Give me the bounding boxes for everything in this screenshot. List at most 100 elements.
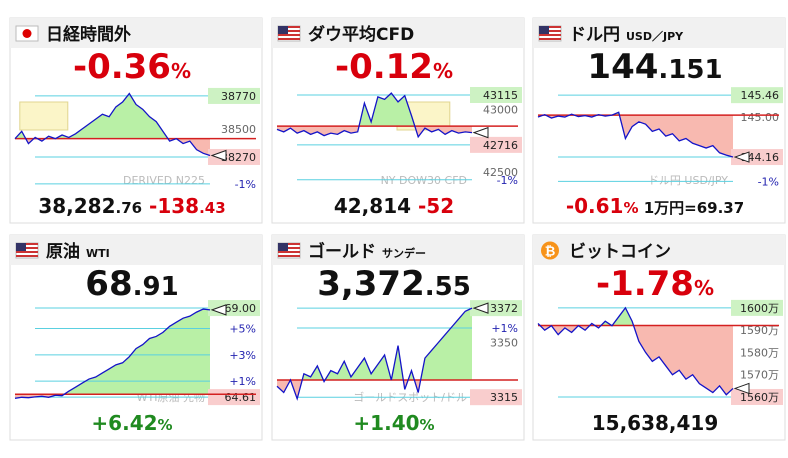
flag-stripe — [16, 255, 38, 257]
tick-label: 145.46 — [741, 89, 780, 102]
tick-label: 3350 — [490, 337, 518, 350]
tile-name-main: ビットコイン — [569, 242, 671, 262]
tick-box — [470, 136, 522, 153]
tile-name: 日経時間外 — [46, 24, 131, 45]
watermark: DERIVED N225 — [123, 174, 205, 187]
watermark: ドル円 USD/JPY — [648, 174, 728, 187]
tick-label: 145.00 — [741, 111, 780, 124]
headline-part: -0.36 — [73, 47, 171, 87]
tile-name: ダウ平均CFD — [308, 24, 414, 45]
tile-name: 原油 WTI — [46, 241, 110, 262]
flag-stripe — [278, 243, 300, 245]
price-line — [14, 92, 211, 157]
tick-label: -1% — [497, 174, 518, 187]
area-up — [15, 93, 210, 139]
flag-canton — [278, 26, 288, 34]
flag-stripe — [16, 251, 38, 253]
price-line — [276, 92, 473, 139]
flag-stripe — [278, 247, 300, 249]
tick-label: 43115 — [483, 89, 518, 102]
tile-name-sub: USD／JPY — [626, 30, 684, 43]
tile-frame — [9, 234, 263, 441]
headline-part: .151 — [658, 55, 722, 85]
tick-box — [208, 87, 260, 104]
tile-header — [10, 18, 262, 48]
headline-part: % — [171, 59, 191, 83]
tick-label: +3% — [229, 349, 256, 362]
headline-part: -0.12 — [335, 47, 433, 87]
flag-canton — [539, 26, 549, 34]
area-down — [277, 126, 472, 137]
price-marker — [733, 151, 750, 163]
headline: 3,372.55 — [317, 264, 471, 304]
tick-label: 64.61 — [225, 391, 257, 404]
footer-part: % — [420, 416, 435, 434]
tick-label: 1600万 — [740, 302, 779, 315]
tile-name-main: 原油 — [46, 241, 80, 262]
headline-part: 68 — [85, 264, 132, 304]
flag-sun — [22, 29, 32, 38]
flag-stripe — [539, 38, 561, 40]
tile-header — [272, 18, 524, 48]
footer-part: .76 — [116, 199, 143, 217]
flag-symbol: ₿ — [545, 245, 556, 260]
tile-name-main: ドル円 — [569, 25, 620, 45]
footer-part: -52 — [411, 194, 454, 218]
footer: 42,814 -52 — [334, 194, 454, 218]
price-marker — [472, 126, 489, 139]
footer-part: -138 — [142, 194, 199, 218]
tick-box — [731, 149, 783, 166]
footer-part: +6.42 — [91, 411, 157, 435]
area-up — [277, 308, 472, 380]
tile-name: ビットコイン — [569, 242, 671, 262]
headline-part: % — [433, 59, 453, 83]
flag-stripe — [16, 247, 38, 249]
tile: ドル円 USD／JPY 144.151 ドル円 USD/JPY 145.46 145.00… — [532, 17, 786, 224]
headline-part: -1.78 — [596, 264, 694, 304]
price-line — [537, 306, 734, 396]
footer-part: .43 — [199, 199, 226, 217]
tile-name-main: ダウ平均CFD — [308, 24, 414, 45]
footer-part: -0.61 — [566, 194, 624, 218]
footer: 38,282.76 -138.43 — [38, 194, 225, 218]
tick-box — [470, 389, 522, 406]
flag-stripe — [16, 243, 38, 245]
headline-part: .55 — [425, 272, 471, 302]
footer-part: +1.40 — [353, 411, 419, 435]
flag-stripe — [278, 30, 300, 32]
price-marker — [210, 149, 227, 162]
tick-label: 38270 — [221, 151, 256, 164]
area-up — [15, 309, 210, 395]
footer-part: 42,814 — [334, 194, 411, 218]
tick-label: 1590万 — [740, 324, 779, 337]
tick-label: 42716 — [483, 139, 518, 152]
tile-header — [533, 18, 785, 48]
flag-stripe — [278, 34, 300, 36]
headline: -1.78% — [596, 264, 714, 304]
footer-part: % — [158, 416, 173, 434]
tick-box — [731, 299, 783, 316]
flag-stripe — [278, 38, 300, 40]
tile-header — [10, 235, 262, 265]
tick-box — [731, 388, 783, 405]
flag-canton — [16, 243, 26, 251]
tick-label: +1% — [491, 322, 518, 335]
tick-label: 144.16 — [741, 151, 780, 164]
footer: +6.42% — [91, 411, 172, 435]
flag-stripe — [539, 30, 561, 32]
footer-part: % — [623, 199, 638, 217]
tick-label: 69.00 — [225, 302, 257, 315]
tile-header — [272, 235, 524, 265]
headline: 68.91 — [85, 264, 178, 304]
flag-stripe — [278, 26, 300, 28]
tile-name: ゴールド サンデー — [308, 241, 426, 262]
footer-part: 1万円=69.37 — [639, 199, 745, 217]
tick-label: 1560万 — [740, 391, 779, 404]
tile-name-sub: WTI — [86, 247, 110, 260]
tick-label: 38500 — [221, 123, 256, 136]
tile: ゴールド サンデー3,372.55ゴールドスポット/ドル3372+1%335033… — [271, 234, 525, 441]
price-marker — [733, 382, 750, 395]
tick-label: +5% — [229, 323, 256, 336]
